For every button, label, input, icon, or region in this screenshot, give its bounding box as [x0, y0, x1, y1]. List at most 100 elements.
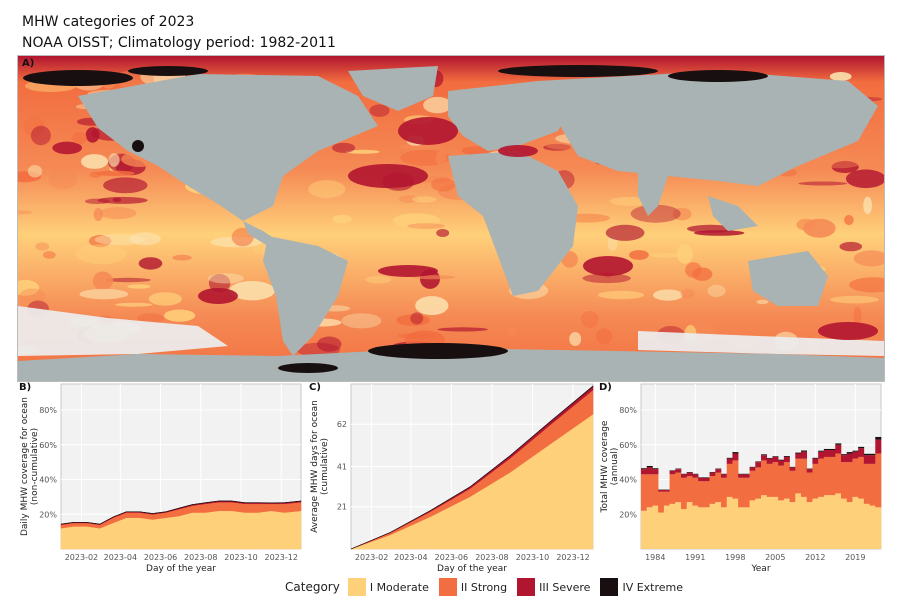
bar-segment — [743, 507, 750, 549]
bar-segment — [738, 477, 745, 508]
bar-segment — [721, 477, 728, 508]
bar-segment — [858, 456, 865, 499]
map-patch — [410, 312, 424, 325]
map-patch — [831, 161, 859, 173]
bar-segment — [709, 472, 716, 477]
map-patch — [829, 72, 852, 81]
bar-segment — [812, 463, 819, 499]
area-series-4 — [60, 500, 302, 525]
legend-label-moderate: I Moderate — [369, 580, 429, 594]
map-patch — [630, 204, 681, 223]
bar-segment — [658, 491, 665, 513]
y-tick-label: 41 — [337, 463, 347, 472]
x-tick-label: 2023-12 — [556, 553, 589, 562]
y-tick-label: 40% — [619, 476, 637, 485]
y-tick-label: 80% — [619, 406, 637, 415]
bar-segment — [829, 448, 836, 450]
x-tick-label: 1998 — [725, 553, 745, 562]
map-patch — [317, 336, 342, 352]
legend-item-strong: II Strong — [438, 578, 507, 596]
map-patch — [99, 207, 137, 220]
bar-segment — [852, 450, 859, 452]
map-patch — [849, 277, 884, 293]
bar-segment — [715, 502, 722, 549]
bar-segment — [658, 489, 665, 492]
bar-segment — [761, 495, 768, 549]
bar-segment — [721, 474, 728, 478]
bar-segment — [818, 450, 825, 452]
map-patch — [341, 313, 382, 329]
panel-b-chart: 20% 40% 60% 80% 2023-02 2023-04 2023-06 2023-08… — [19, 382, 302, 574]
bar-segment — [823, 448, 830, 450]
y-axis-label: Total MHW coverage(annual) — [600, 420, 620, 513]
map-patch — [629, 250, 649, 260]
bar-segment — [841, 455, 848, 463]
map-patch — [653, 289, 683, 301]
bar-segment — [686, 476, 693, 503]
map-patch — [345, 149, 380, 154]
map-patch — [172, 254, 192, 261]
bar-segment — [669, 470, 676, 471]
bar-segment — [749, 470, 756, 501]
panel-b: 20% 40% 60% 80% 2023-02 2023-04 2023-06 2023-08… — [17, 380, 305, 575]
x-axis-label: Year — [750, 564, 770, 574]
panel-label: D) — [599, 382, 612, 393]
map-patch — [48, 169, 78, 190]
panel-label-a: A) — [22, 58, 34, 69]
map-patch — [365, 275, 392, 284]
bar-segment — [726, 463, 733, 497]
bar-segment — [646, 465, 653, 468]
y-tick-label: 60% — [39, 441, 57, 450]
x-tick-label: 2023-06 — [144, 553, 177, 562]
bar-segment — [732, 452, 739, 454]
x-axis-label: Day of the year — [437, 564, 507, 574]
map-patch — [816, 153, 864, 169]
map-patch — [332, 214, 352, 224]
bar-segment — [652, 468, 659, 470]
bar-segment — [829, 456, 836, 496]
bar-segment — [692, 473, 699, 475]
antarctica — [18, 348, 884, 381]
bar-segment — [795, 452, 802, 454]
bar-segment — [721, 473, 728, 475]
bar-segment — [806, 472, 813, 503]
bar-segment — [818, 496, 825, 549]
bar-segment — [761, 460, 768, 496]
bar-segment — [841, 454, 848, 456]
bar-segment — [863, 463, 870, 504]
bar-segment — [801, 458, 808, 497]
india — [638, 171, 668, 216]
bar-segment — [846, 453, 853, 463]
bar-segment — [812, 458, 819, 464]
map-patch — [208, 273, 231, 293]
x-tick-label: 2023-04 — [104, 553, 137, 562]
bar-segment — [749, 467, 756, 471]
bar-segment — [743, 474, 750, 478]
bar-segment — [783, 462, 790, 499]
bar-segment — [646, 507, 653, 549]
bar-segment — [818, 458, 825, 497]
bar-segment — [675, 502, 682, 549]
map-patch — [845, 169, 884, 189]
map-patch — [672, 207, 692, 221]
y-axis-label: Daily MHW coverage for ocean(non-cumulat… — [20, 397, 40, 536]
bar-segment — [852, 451, 859, 459]
map-patch — [437, 327, 488, 332]
map-patch — [164, 309, 196, 322]
bar-segment — [846, 452, 853, 454]
map-patch — [88, 235, 112, 248]
x-tick-label: 1991 — [685, 553, 705, 562]
bar-segment — [789, 467, 796, 471]
bar-segment — [778, 459, 785, 461]
map-patch — [308, 180, 346, 199]
bar-segment — [743, 477, 750, 508]
bar-segment — [641, 468, 648, 470]
bar-segment — [829, 450, 836, 457]
south-america — [263, 236, 348, 356]
legend-swatch-moderate — [347, 578, 366, 596]
map-patch — [461, 146, 492, 155]
bar-segment — [658, 512, 665, 549]
bar-segment — [783, 456, 790, 457]
map-patch — [582, 273, 631, 284]
map-patch — [685, 262, 702, 278]
